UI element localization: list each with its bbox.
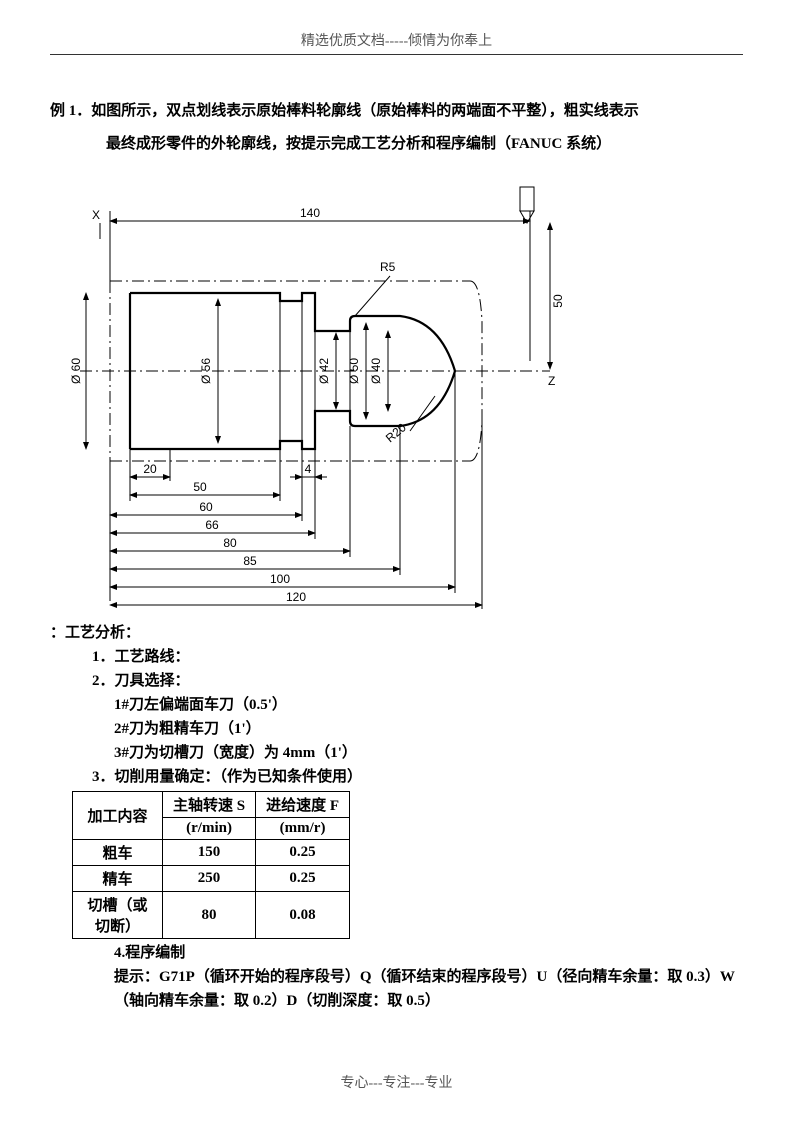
dim-d42: Ø 42: [317, 358, 331, 384]
cell: 精车: [73, 866, 163, 892]
analysis-item-1: 1．工艺路线：: [92, 645, 743, 669]
dim-d60: Ø 60: [69, 358, 83, 384]
analysis-item-2: 2．刀具选择：: [92, 669, 743, 693]
dim-50: 50: [193, 480, 207, 494]
dim-80: 80: [223, 536, 237, 550]
table-row: 粗车 150 0.25: [73, 840, 350, 866]
dim-85: 85: [243, 554, 257, 568]
tool-1: 1#刀左偏端面车刀（0.5'）: [114, 693, 743, 717]
dim-4: 4: [305, 462, 312, 476]
th-speed-b: (r/min): [163, 818, 256, 840]
dim-120: 120: [286, 590, 306, 604]
dim-r5: R5: [380, 260, 396, 274]
dim-20: 20: [143, 462, 157, 476]
th-feed-a: 进给速度 F: [256, 792, 350, 818]
dim-50-right: 50: [551, 294, 565, 308]
tool-icon: [520, 187, 534, 223]
dim-66: 66: [205, 518, 219, 532]
cutting-params-table: 加工内容 主轴转速 S 进给速度 F (r/min) (mm/r) 粗车 150…: [72, 791, 350, 939]
cell: 粗车: [73, 840, 163, 866]
th-content: 加工内容: [73, 792, 163, 840]
tool-3: 3#刀为切槽刀（宽度）为 4mm（1'）: [114, 741, 743, 765]
problem-statement: 例 1．如图所示，双点划线表示原始棒料轮廓线（原始棒料的两端面不平整），粗实线表…: [50, 95, 743, 161]
cell: 150: [163, 840, 256, 866]
axis-x: X: [92, 208, 100, 222]
dim-100: 100: [270, 572, 290, 586]
th-speed-a: 主轴转速 S: [163, 792, 256, 818]
dim-140: 140: [300, 206, 320, 220]
table-row: 切槽（或切断） 80 0.08: [73, 892, 350, 939]
cell: 250: [163, 866, 256, 892]
dim-r20: R20: [383, 420, 409, 445]
tool-2: 2#刀为粗精车刀（1'）: [114, 717, 743, 741]
cell: 切槽（或切断）: [73, 892, 163, 939]
analysis-title: ：工艺分析：: [50, 621, 743, 645]
page-header: 精选优质文档-----倾情为你奉上: [50, 30, 743, 55]
analysis-hint: 提示：G71P（循环开始的程序段号）Q（循环结束的程序段号）U（径向精车余量：取…: [114, 965, 743, 1013]
th-feed-b: (mm/r): [256, 818, 350, 840]
table-row: 精车 250 0.25: [73, 866, 350, 892]
cell: 0.25: [256, 866, 350, 892]
problem-line-1: 例 1．如图所示，双点划线表示原始棒料轮廓线（原始棒料的两端面不平整），粗实线表…: [50, 95, 743, 128]
analysis-item-4: 4.程序编制: [114, 941, 743, 965]
dim-d40: Ø 40: [369, 358, 383, 384]
page-footer: 专心---专注---专业: [0, 1072, 793, 1092]
analysis-section: ：工艺分析： 1．工艺路线： 2．刀具选择： 1#刀左偏端面车刀（0.5'） 2…: [50, 621, 743, 789]
cell: 80: [163, 892, 256, 939]
dim-d56: Ø 56: [199, 358, 213, 384]
problem-line-2: 最终成形零件的外轮廓线，按提示完成工艺分析和程序编制（FANUC 系统）: [50, 128, 743, 161]
analysis-item-3: 3．切削用量确定：（作为已知条件使用）: [92, 765, 743, 789]
cell: 0.08: [256, 892, 350, 939]
dim-60: 60: [199, 500, 213, 514]
axis-z: Z: [548, 374, 555, 388]
analysis-section-2: 4.程序编制 提示：G71P（循环开始的程序段号）Q（循环结束的程序段号）U（径…: [50, 941, 743, 1013]
dim-d50: Ø 50: [347, 358, 361, 384]
technical-drawing: 140 X 50 Z R5 R20 Ø 60 Ø 56 Ø 42 Ø 50 Ø …: [50, 181, 590, 611]
cell: 0.25: [256, 840, 350, 866]
